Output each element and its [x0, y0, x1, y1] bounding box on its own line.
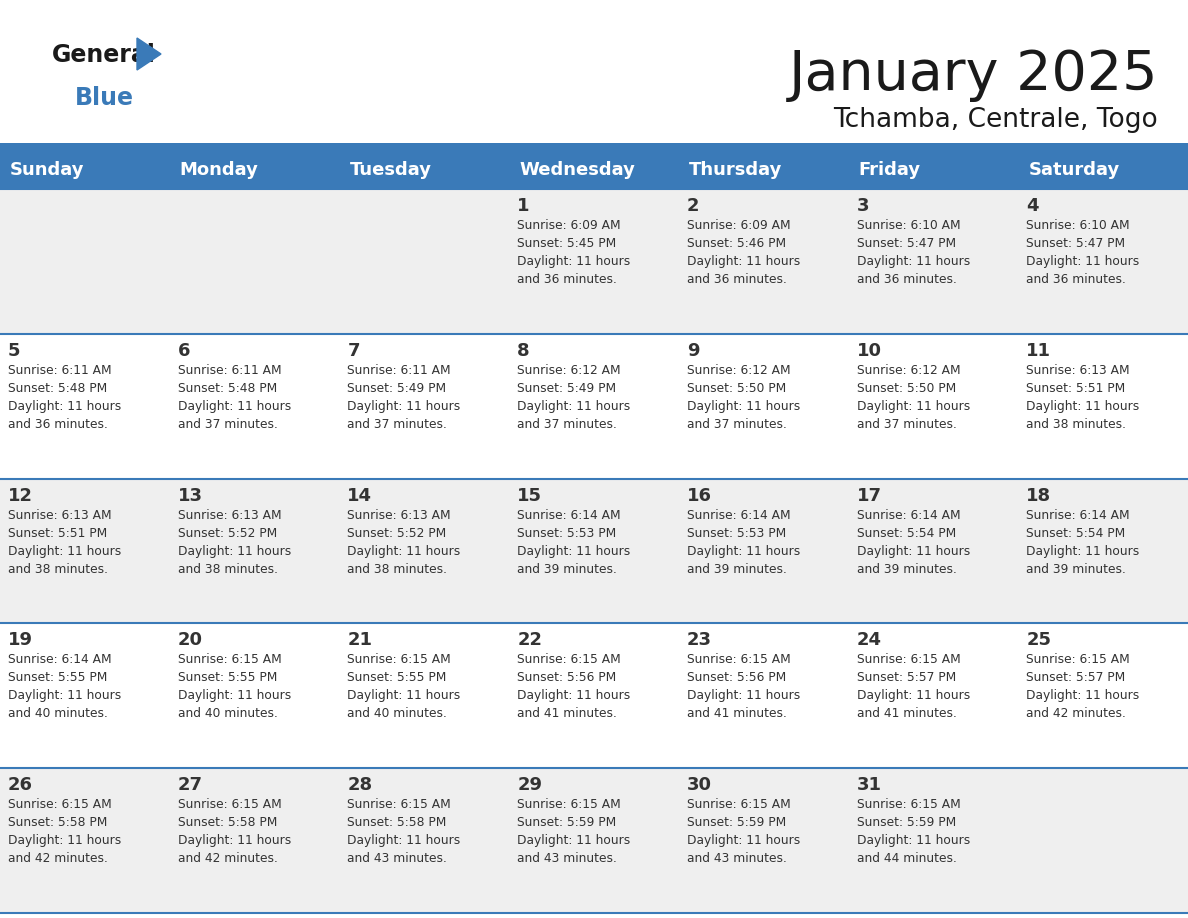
Text: Sunrise: 6:15 AM
Sunset: 5:59 PM
Daylight: 11 hours
and 43 minutes.: Sunrise: 6:15 AM Sunset: 5:59 PM Dayligh…: [687, 798, 800, 865]
Text: 22: 22: [517, 632, 542, 649]
Bar: [0, 143, 1188, 151]
Text: 13: 13: [178, 487, 203, 505]
Text: Sunrise: 6:15 AM
Sunset: 5:59 PM
Daylight: 11 hours
and 43 minutes.: Sunrise: 6:15 AM Sunset: 5:59 PM Dayligh…: [517, 798, 631, 865]
Text: Sunrise: 6:13 AM
Sunset: 5:52 PM
Daylight: 11 hours
and 38 minutes.: Sunrise: 6:13 AM Sunset: 5:52 PM Dayligh…: [347, 509, 461, 576]
Text: 26: 26: [8, 777, 33, 794]
Text: Thursday: Thursday: [689, 161, 782, 179]
Bar: [0, 768, 1188, 913]
Text: Sunrise: 6:10 AM
Sunset: 5:47 PM
Daylight: 11 hours
and 36 minutes.: Sunrise: 6:10 AM Sunset: 5:47 PM Dayligh…: [1026, 219, 1139, 286]
Text: 23: 23: [687, 632, 712, 649]
Text: Sunrise: 6:09 AM
Sunset: 5:45 PM
Daylight: 11 hours
and 36 minutes.: Sunrise: 6:09 AM Sunset: 5:45 PM Dayligh…: [517, 219, 631, 286]
Text: Sunrise: 6:12 AM
Sunset: 5:49 PM
Daylight: 11 hours
and 37 minutes.: Sunrise: 6:12 AM Sunset: 5:49 PM Dayligh…: [517, 364, 631, 431]
Text: Sunrise: 6:15 AM
Sunset: 5:56 PM
Daylight: 11 hours
and 41 minutes.: Sunrise: 6:15 AM Sunset: 5:56 PM Dayligh…: [687, 654, 800, 721]
Text: 7: 7: [347, 341, 360, 360]
Text: 9: 9: [687, 341, 700, 360]
Text: 4: 4: [1026, 197, 1038, 215]
Text: 14: 14: [347, 487, 372, 505]
Text: 31: 31: [857, 777, 881, 794]
Text: Saturday: Saturday: [1029, 161, 1119, 179]
Text: 16: 16: [687, 487, 712, 505]
Text: 28: 28: [347, 777, 373, 794]
Text: 25: 25: [1026, 632, 1051, 649]
Text: 6: 6: [178, 341, 190, 360]
Text: 3: 3: [857, 197, 870, 215]
Bar: [0, 334, 1188, 478]
Text: Tchamba, Centrale, Togo: Tchamba, Centrale, Togo: [833, 107, 1158, 133]
Text: 17: 17: [857, 487, 881, 505]
Text: January 2025: January 2025: [789, 48, 1158, 102]
Bar: [0, 478, 1188, 623]
Text: Sunrise: 6:11 AM
Sunset: 5:48 PM
Daylight: 11 hours
and 36 minutes.: Sunrise: 6:11 AM Sunset: 5:48 PM Dayligh…: [8, 364, 121, 431]
Text: Sunrise: 6:14 AM
Sunset: 5:54 PM
Daylight: 11 hours
and 39 minutes.: Sunrise: 6:14 AM Sunset: 5:54 PM Dayligh…: [1026, 509, 1139, 576]
Bar: [0, 151, 1188, 189]
Text: 30: 30: [687, 777, 712, 794]
Text: Sunrise: 6:15 AM
Sunset: 5:55 PM
Daylight: 11 hours
and 40 minutes.: Sunrise: 6:15 AM Sunset: 5:55 PM Dayligh…: [347, 654, 461, 721]
Bar: [0, 623, 1188, 768]
Text: Sunrise: 6:10 AM
Sunset: 5:47 PM
Daylight: 11 hours
and 36 minutes.: Sunrise: 6:10 AM Sunset: 5:47 PM Dayligh…: [857, 219, 969, 286]
Text: 21: 21: [347, 632, 372, 649]
Text: 11: 11: [1026, 341, 1051, 360]
Text: Sunrise: 6:15 AM
Sunset: 5:58 PM
Daylight: 11 hours
and 42 minutes.: Sunrise: 6:15 AM Sunset: 5:58 PM Dayligh…: [8, 798, 121, 865]
Text: Sunrise: 6:14 AM
Sunset: 5:53 PM
Daylight: 11 hours
and 39 minutes.: Sunrise: 6:14 AM Sunset: 5:53 PM Dayligh…: [687, 509, 800, 576]
Text: 1: 1: [517, 197, 530, 215]
Text: Sunrise: 6:14 AM
Sunset: 5:55 PM
Daylight: 11 hours
and 40 minutes.: Sunrise: 6:14 AM Sunset: 5:55 PM Dayligh…: [8, 654, 121, 721]
Text: Sunrise: 6:15 AM
Sunset: 5:58 PM
Daylight: 11 hours
and 42 minutes.: Sunrise: 6:15 AM Sunset: 5:58 PM Dayligh…: [178, 798, 291, 865]
Text: Sunrise: 6:11 AM
Sunset: 5:49 PM
Daylight: 11 hours
and 37 minutes.: Sunrise: 6:11 AM Sunset: 5:49 PM Dayligh…: [347, 364, 461, 431]
Text: Sunrise: 6:12 AM
Sunset: 5:50 PM
Daylight: 11 hours
and 37 minutes.: Sunrise: 6:12 AM Sunset: 5:50 PM Dayligh…: [857, 364, 969, 431]
Text: Sunrise: 6:15 AM
Sunset: 5:58 PM
Daylight: 11 hours
and 43 minutes.: Sunrise: 6:15 AM Sunset: 5:58 PM Dayligh…: [347, 798, 461, 865]
Text: 19: 19: [8, 632, 33, 649]
Text: Sunrise: 6:15 AM
Sunset: 5:59 PM
Daylight: 11 hours
and 44 minutes.: Sunrise: 6:15 AM Sunset: 5:59 PM Dayligh…: [857, 798, 969, 865]
Bar: [0, 189, 1188, 334]
Text: Tuesday: Tuesday: [349, 161, 431, 179]
Text: 15: 15: [517, 487, 542, 505]
Text: 10: 10: [857, 341, 881, 360]
Text: Sunrise: 6:15 AM
Sunset: 5:55 PM
Daylight: 11 hours
and 40 minutes.: Sunrise: 6:15 AM Sunset: 5:55 PM Dayligh…: [178, 654, 291, 721]
Text: 29: 29: [517, 777, 542, 794]
Text: 12: 12: [8, 487, 33, 505]
Text: General: General: [52, 43, 156, 67]
Text: Monday: Monday: [179, 161, 259, 179]
Polygon shape: [137, 38, 162, 70]
Text: 5: 5: [8, 341, 20, 360]
Text: Sunrise: 6:13 AM
Sunset: 5:52 PM
Daylight: 11 hours
and 38 minutes.: Sunrise: 6:13 AM Sunset: 5:52 PM Dayligh…: [178, 509, 291, 576]
Text: Sunrise: 6:15 AM
Sunset: 5:57 PM
Daylight: 11 hours
and 41 minutes.: Sunrise: 6:15 AM Sunset: 5:57 PM Dayligh…: [857, 654, 969, 721]
Text: Friday: Friday: [859, 161, 921, 179]
Text: 2: 2: [687, 197, 700, 215]
Text: Sunrise: 6:15 AM
Sunset: 5:57 PM
Daylight: 11 hours
and 42 minutes.: Sunrise: 6:15 AM Sunset: 5:57 PM Dayligh…: [1026, 654, 1139, 721]
Text: Sunday: Sunday: [10, 161, 84, 179]
Text: 27: 27: [178, 777, 203, 794]
Text: Sunrise: 6:13 AM
Sunset: 5:51 PM
Daylight: 11 hours
and 38 minutes.: Sunrise: 6:13 AM Sunset: 5:51 PM Dayligh…: [8, 509, 121, 576]
Text: Sunrise: 6:11 AM
Sunset: 5:48 PM
Daylight: 11 hours
and 37 minutes.: Sunrise: 6:11 AM Sunset: 5:48 PM Dayligh…: [178, 364, 291, 431]
Text: Sunrise: 6:13 AM
Sunset: 5:51 PM
Daylight: 11 hours
and 38 minutes.: Sunrise: 6:13 AM Sunset: 5:51 PM Dayligh…: [1026, 364, 1139, 431]
Text: 8: 8: [517, 341, 530, 360]
Text: Blue: Blue: [75, 86, 134, 110]
Text: Sunrise: 6:14 AM
Sunset: 5:54 PM
Daylight: 11 hours
and 39 minutes.: Sunrise: 6:14 AM Sunset: 5:54 PM Dayligh…: [857, 509, 969, 576]
Text: Sunrise: 6:15 AM
Sunset: 5:56 PM
Daylight: 11 hours
and 41 minutes.: Sunrise: 6:15 AM Sunset: 5:56 PM Dayligh…: [517, 654, 631, 721]
Text: 18: 18: [1026, 487, 1051, 505]
Text: Sunrise: 6:12 AM
Sunset: 5:50 PM
Daylight: 11 hours
and 37 minutes.: Sunrise: 6:12 AM Sunset: 5:50 PM Dayligh…: [687, 364, 800, 431]
Text: 20: 20: [178, 632, 203, 649]
Text: Wednesday: Wednesday: [519, 161, 636, 179]
Text: Sunrise: 6:14 AM
Sunset: 5:53 PM
Daylight: 11 hours
and 39 minutes.: Sunrise: 6:14 AM Sunset: 5:53 PM Dayligh…: [517, 509, 631, 576]
Text: Sunrise: 6:09 AM
Sunset: 5:46 PM
Daylight: 11 hours
and 36 minutes.: Sunrise: 6:09 AM Sunset: 5:46 PM Dayligh…: [687, 219, 800, 286]
Text: 24: 24: [857, 632, 881, 649]
